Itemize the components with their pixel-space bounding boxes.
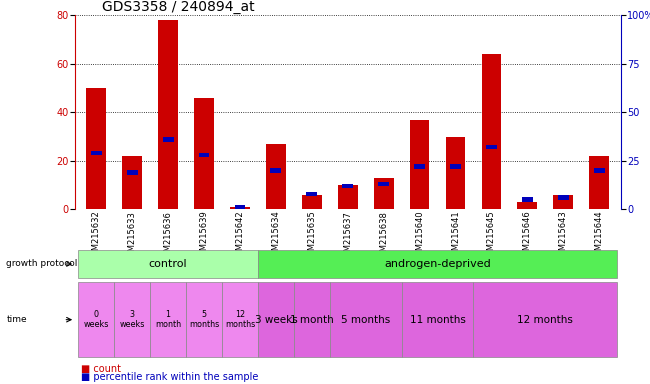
Bar (86, 88, 106, 209)
Bar (414, 164, 425, 169)
Bar (270, 168, 281, 173)
Bar (343, 184, 353, 188)
Text: time: time (6, 315, 27, 324)
Bar (522, 197, 533, 202)
Bar (446, 137, 465, 209)
Bar (194, 98, 214, 209)
Text: 5
months: 5 months (189, 310, 219, 329)
Bar (378, 182, 389, 186)
Bar (410, 119, 430, 209)
Text: 1 month: 1 month (290, 314, 333, 325)
Text: ■ percentile rank within the sample: ■ percentile rank within the sample (81, 372, 259, 382)
Text: androgen-deprived: androgen-deprived (384, 259, 491, 269)
Bar (158, 20, 178, 209)
Bar (558, 195, 569, 200)
Text: 0
weeks: 0 weeks (84, 310, 109, 329)
Bar (338, 185, 358, 209)
Bar (122, 156, 142, 209)
Bar (199, 153, 209, 157)
Text: 1
month: 1 month (155, 310, 181, 329)
Bar (91, 151, 102, 155)
Bar (450, 164, 461, 169)
Bar (162, 137, 174, 142)
Bar (235, 205, 246, 210)
Text: 3
weeks: 3 weeks (120, 310, 145, 329)
Bar (593, 168, 604, 173)
Bar (374, 178, 393, 209)
Text: 3 weeks: 3 weeks (255, 314, 297, 325)
Bar (486, 145, 497, 149)
Bar (590, 156, 609, 209)
Bar (127, 170, 138, 175)
Text: growth protocol: growth protocol (6, 260, 78, 268)
Bar (230, 207, 250, 209)
Text: 11 months: 11 months (410, 314, 465, 325)
Text: GDS3358 / 240894_at: GDS3358 / 240894_at (102, 0, 255, 14)
Bar (302, 195, 322, 209)
Bar (266, 144, 286, 209)
Bar (517, 202, 538, 209)
Text: 12 months: 12 months (517, 314, 573, 325)
Bar (306, 192, 317, 196)
Text: 12
months: 12 months (225, 310, 255, 329)
Bar (482, 54, 501, 209)
Bar (553, 195, 573, 209)
Text: control: control (149, 259, 187, 269)
Text: 5 months: 5 months (341, 314, 391, 325)
Text: ■ count: ■ count (81, 364, 122, 374)
